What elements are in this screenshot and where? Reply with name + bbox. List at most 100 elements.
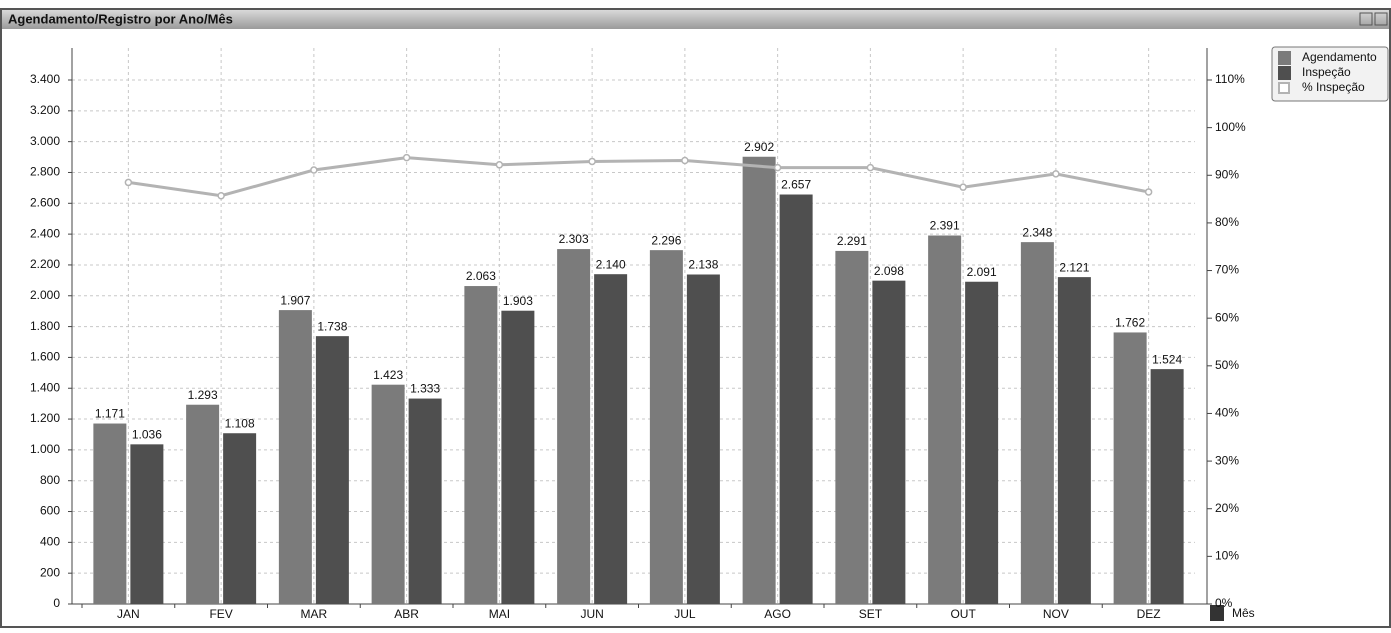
y-tick-label: 0 <box>53 596 60 610</box>
legend-label: Inspeção <box>1302 65 1351 79</box>
data-label: 1.524 <box>1152 352 1182 366</box>
line-point <box>124 178 133 187</box>
y-tick-label: 2.800 <box>30 165 60 179</box>
line-point <box>310 166 318 174</box>
bar <box>649 250 683 605</box>
data-label: 2.121 <box>1059 260 1089 274</box>
bar <box>779 194 813 605</box>
bar <box>835 250 869 604</box>
y-tick-label: 2.200 <box>30 257 60 271</box>
bar <box>93 423 127 604</box>
line <box>128 156 1149 198</box>
data-label: 2.303 <box>559 232 589 246</box>
x-tick-label: OUT <box>950 607 976 621</box>
bar <box>1020 242 1054 604</box>
bar <box>130 444 164 604</box>
bar <box>464 286 498 604</box>
legend-swatch <box>1278 66 1291 80</box>
bar <box>501 310 535 604</box>
y-tick-label: 600 <box>40 504 60 518</box>
y2-tick-label: 30% <box>1215 453 1239 467</box>
bar <box>315 336 349 604</box>
bar <box>594 274 628 604</box>
data-label: 2.391 <box>930 219 960 233</box>
y2-tick-label: 0% <box>1215 596 1233 610</box>
data-label: 1.738 <box>317 319 347 333</box>
data-label: 2.091 <box>967 265 997 279</box>
y-tick-label: 3.000 <box>30 134 60 148</box>
axis-icon[interactable] <box>1210 605 1224 621</box>
data-label: 2.348 <box>1022 225 1052 239</box>
x-tick-label: AGO <box>764 607 791 621</box>
bar <box>1113 332 1147 604</box>
data-label: 1.423 <box>373 368 403 382</box>
y-tick-label: 1.200 <box>30 411 60 425</box>
x-tick-label: NOV <box>1043 607 1069 621</box>
bar <box>1150 369 1184 604</box>
line-point <box>1052 170 1060 178</box>
x-tick-label: SET <box>859 607 883 621</box>
bar <box>742 156 776 604</box>
y-tick-label: 2.000 <box>30 288 60 302</box>
x-tick-label: DEZ <box>1137 607 1161 621</box>
bar <box>965 281 999 604</box>
data-label: 1.903 <box>503 294 533 308</box>
bar <box>408 398 442 604</box>
legend-swatch <box>1278 82 1290 94</box>
y2-tick-label: 50% <box>1215 358 1239 372</box>
data-label: 2.657 <box>781 178 811 192</box>
data-label: 2.098 <box>874 264 904 278</box>
y2-tick-label: 110% <box>1215 72 1245 86</box>
bar <box>928 235 962 604</box>
y2-tick-label: 90% <box>1215 167 1239 181</box>
data-label: 1.108 <box>225 416 255 430</box>
line-point <box>959 183 967 191</box>
x-tick-label: FEV <box>209 607 232 621</box>
x-tick-label: JAN <box>117 607 140 621</box>
y2-tick-label: 100% <box>1215 120 1246 134</box>
data-label: 1.293 <box>188 388 218 402</box>
data-label: 2.138 <box>688 258 718 272</box>
bar <box>557 249 591 604</box>
window-icon[interactable] <box>1374 12 1388 26</box>
y2-tick-label: 20% <box>1215 501 1239 515</box>
x-axis-title: Mês <box>1232 606 1255 620</box>
x-tick-label: MAI <box>489 607 510 621</box>
data-label: 2.140 <box>596 257 626 271</box>
bar <box>872 280 906 604</box>
window-icon[interactable] <box>1359 12 1373 26</box>
bar <box>223 433 257 604</box>
y-tick-label: 3.200 <box>30 103 60 117</box>
y2-tick-label: 10% <box>1215 549 1239 563</box>
line-point <box>866 163 875 172</box>
x-tick-label: ABR <box>394 607 419 621</box>
legend-label: % Inspeção <box>1302 80 1365 94</box>
legend-label: Agendamento <box>1302 50 1377 64</box>
data-label: 2.296 <box>651 233 681 247</box>
y2-tick-label: 60% <box>1215 310 1239 324</box>
data-label: 1.171 <box>95 407 125 421</box>
data-label: 1.907 <box>280 293 310 307</box>
line-point <box>495 161 504 169</box>
data-label: 2.063 <box>466 269 496 283</box>
y-tick-label: 2.600 <box>30 195 60 209</box>
y2-tick-label: 70% <box>1215 263 1239 277</box>
data-label: 1.333 <box>410 382 440 396</box>
bar <box>278 310 312 604</box>
bar <box>1057 277 1091 604</box>
y-tick-label: 3.400 <box>30 72 60 86</box>
data-label: 1.036 <box>132 428 162 442</box>
line-point <box>217 192 225 200</box>
x-tick-label: MAR <box>301 607 328 621</box>
legend-swatch <box>1278 51 1291 65</box>
bar <box>371 384 405 604</box>
y-tick-label: 800 <box>40 473 60 487</box>
bar <box>686 274 720 604</box>
line-point <box>1144 188 1153 196</box>
y-tick-label: 2.400 <box>30 226 60 240</box>
y-tick-label: 1.800 <box>30 319 60 333</box>
y-tick-label: 200 <box>40 565 60 579</box>
line-point <box>681 156 689 165</box>
y-tick-label: 400 <box>40 535 60 549</box>
